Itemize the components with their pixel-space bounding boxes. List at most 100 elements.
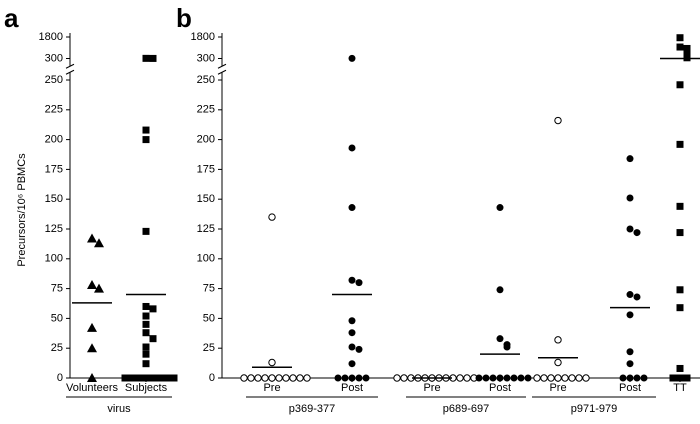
marker	[355, 345, 363, 353]
marker	[503, 343, 511, 351]
y-tick-label: 100	[197, 253, 215, 265]
marker	[676, 34, 684, 42]
marker	[348, 360, 356, 368]
marker	[669, 374, 677, 382]
marker	[303, 374, 311, 382]
marker	[348, 144, 356, 152]
marker	[142, 374, 150, 382]
marker	[676, 364, 684, 372]
marker	[362, 374, 370, 382]
y-tick-label: 250	[197, 74, 215, 86]
marker	[496, 286, 504, 294]
marker	[94, 283, 104, 293]
marker	[489, 374, 497, 382]
marker	[149, 305, 157, 313]
marker	[87, 233, 97, 243]
marker	[683, 50, 691, 58]
marker	[640, 374, 648, 382]
marker	[554, 358, 562, 367]
axis-break	[217, 69, 227, 75]
marker	[142, 320, 150, 328]
marker	[554, 336, 562, 344]
marker	[268, 358, 276, 367]
marker	[676, 229, 684, 237]
marker	[341, 374, 349, 382]
marker	[626, 194, 634, 202]
x-tick-label: Pre	[263, 382, 280, 394]
marker	[334, 374, 342, 382]
group-label: p369-377	[289, 403, 336, 415]
y-tick-label: 225	[45, 104, 63, 116]
marker	[254, 374, 262, 382]
marker	[87, 280, 97, 290]
marker	[87, 373, 97, 382]
axis-break	[217, 63, 227, 69]
marker	[135, 374, 143, 382]
x-tick-label: Post	[489, 382, 511, 394]
marker	[142, 360, 150, 368]
marker	[87, 322, 97, 332]
group-label: p689-697	[443, 403, 490, 415]
marker	[496, 204, 504, 212]
marker	[575, 374, 583, 382]
y-tick-label: 200	[197, 134, 215, 146]
x-tick-label: Pre	[549, 382, 566, 394]
marker	[156, 374, 164, 382]
marker	[348, 374, 356, 382]
axis-break	[65, 63, 75, 69]
x-tick-label: Post	[619, 382, 641, 394]
y-tick-label: 250	[45, 74, 63, 86]
marker	[240, 374, 248, 382]
marker	[348, 343, 356, 351]
marker	[510, 374, 518, 382]
marker	[561, 374, 569, 382]
marker	[163, 374, 171, 382]
marker	[348, 329, 356, 337]
marker	[676, 374, 684, 382]
marker	[633, 293, 641, 301]
marker	[676, 43, 684, 51]
y-tick-label: 125	[197, 223, 215, 235]
y-tick-label: 75	[51, 283, 63, 295]
marker	[355, 279, 363, 287]
marker	[633, 229, 641, 237]
marker	[170, 374, 178, 382]
group-label: virus	[107, 403, 131, 415]
y-tick-label: 1800	[191, 31, 215, 43]
x-tick-label: Post	[341, 382, 363, 394]
y-tick-label: 150	[45, 193, 63, 205]
marker	[554, 116, 562, 125]
marker	[142, 312, 150, 320]
marker	[496, 335, 504, 343]
marker	[142, 302, 150, 310]
marker	[626, 348, 634, 356]
marker	[142, 227, 150, 235]
marker	[142, 126, 150, 134]
marker	[393, 374, 401, 382]
marker	[463, 374, 471, 382]
y-tick-label: 125	[45, 223, 63, 235]
y-tick-label: 50	[51, 312, 63, 324]
marker	[540, 374, 548, 382]
marker	[626, 291, 634, 299]
marker	[456, 374, 464, 382]
marker	[289, 374, 297, 382]
marker	[626, 360, 634, 368]
y-tick-label: 175	[45, 163, 63, 175]
marker	[142, 350, 150, 358]
y-tick-label: 0	[209, 372, 215, 384]
marker	[400, 374, 408, 382]
marker	[348, 276, 356, 284]
y-tick-label: 200	[45, 134, 63, 146]
marker	[676, 304, 684, 312]
marker	[676, 286, 684, 294]
marker	[348, 54, 356, 62]
marker	[121, 374, 129, 382]
marker	[142, 329, 150, 337]
x-tick-label: TT	[673, 382, 687, 394]
y-tick-label: 300	[45, 52, 63, 64]
marker	[496, 374, 504, 382]
marker	[626, 225, 634, 233]
marker	[517, 374, 525, 382]
